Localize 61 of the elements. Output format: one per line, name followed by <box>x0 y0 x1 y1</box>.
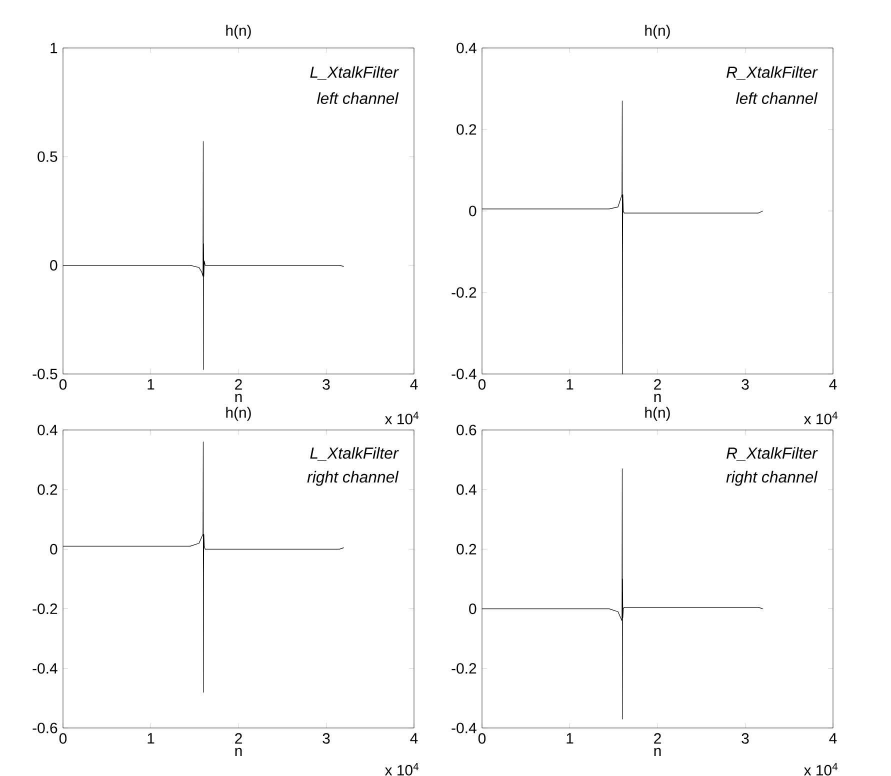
text: x 10$^{4}$ <box>804 412 838 424</box>
y-tick-label: 0.5 <box>38 151 58 162</box>
y-tick-label: 0.2 <box>456 124 476 135</box>
y-tick-label: 0 <box>469 206 476 216</box>
x-axis-title: n <box>654 748 661 756</box>
annotation: L_XtalkFilter <box>310 447 399 461</box>
x-tick-label: 4 <box>410 733 418 744</box>
x-tick-label: 0 <box>478 379 486 390</box>
y-tick-label: 1 <box>50 42 58 54</box>
y-tick-label: -0.4 <box>452 722 476 734</box>
x-tick-label: 2 <box>235 733 242 744</box>
x-axis-title: n <box>235 748 242 756</box>
x-tick-label: 3 <box>322 733 330 744</box>
x-tick-label: 0 <box>478 733 486 744</box>
x-tick-label: 2 <box>654 733 661 744</box>
y-tick-label: -0.2 <box>32 603 58 614</box>
y-tick-label: 0.2 <box>456 544 476 554</box>
text: x 10$^{4}$ <box>804 762 838 776</box>
x-tick-label: 2 <box>235 379 242 390</box>
annotation: R_XtalkFilter <box>726 66 818 80</box>
y-tick-label: -0.4 <box>452 368 476 380</box>
x-tick-label: 1 <box>148 379 154 390</box>
x-axis-title: n <box>235 394 242 402</box>
x-tick-label: 3 <box>322 379 330 390</box>
y-tick-label: 0 <box>50 260 58 271</box>
y-tick-label: 0.2 <box>38 484 58 495</box>
x-tick-label: 4 <box>829 733 837 744</box>
text: x 10$^{4}$ <box>384 412 419 424</box>
y-tick-label: 0 <box>50 544 58 554</box>
y-tick-label: 0.6 <box>456 424 476 436</box>
chart-title: h(n) <box>645 24 670 39</box>
x-tick-label: 3 <box>742 379 749 390</box>
x-tick-label: 1 <box>566 379 574 390</box>
y-tick-label: 0.4 <box>456 42 476 54</box>
x-tick-label: 4 <box>410 379 418 390</box>
annotation: L_XtalkFilter <box>310 66 399 80</box>
x-axis-title: n <box>654 394 661 402</box>
x-tick-label: 0 <box>59 733 67 744</box>
y-tick-label: 0.4 <box>456 484 476 495</box>
y-tick-label: -0.6 <box>32 722 58 734</box>
x-tick-label: 1 <box>148 733 154 744</box>
y-tick-label: -0.4 <box>32 663 58 674</box>
y-tick-label: -0.2 <box>452 287 476 298</box>
annotation: left channel <box>736 92 818 104</box>
y-tick-label: -0.2 <box>452 663 476 674</box>
x-tick-label: 0 <box>59 379 67 390</box>
annotation: R_XtalkFilter <box>726 447 818 461</box>
y-tick-label: 0.4 <box>38 424 58 436</box>
x-tick-label: 2 <box>654 379 661 390</box>
x-tick-label: 3 <box>742 733 749 744</box>
y-tick-label: -0.5 <box>32 368 58 380</box>
chart-title: h(n) <box>645 406 670 421</box>
annotation: right channel <box>726 470 818 486</box>
annotation: right channel <box>307 470 399 486</box>
x-tick-label: 4 <box>829 379 837 390</box>
chart-title: h(n) <box>226 406 251 421</box>
annotation: left channel <box>317 92 399 104</box>
chart-title: h(n) <box>226 24 251 39</box>
x-tick-label: 1 <box>566 733 574 744</box>
text: x 10$^{4}$ <box>384 762 419 776</box>
y-tick-label: 0 <box>469 603 476 614</box>
